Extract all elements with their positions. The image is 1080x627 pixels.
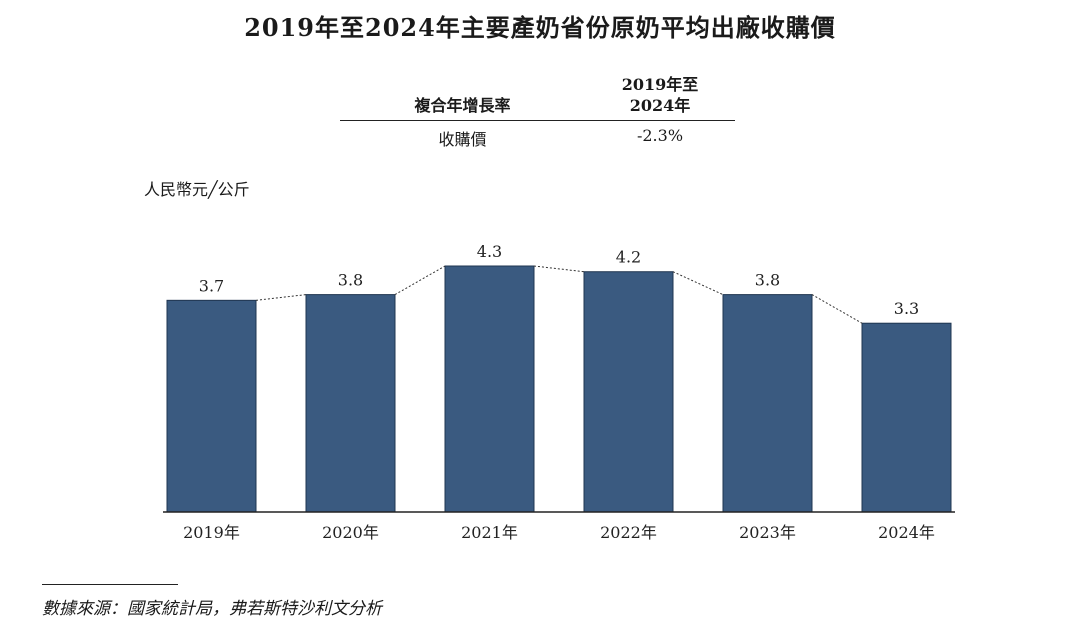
cagr-header-label: 複合年增長率 <box>414 96 511 115</box>
connector-line <box>533 265 585 273</box>
chart-title: 2019年至2024年主要產奶省份原奶平均出廠收購價 <box>244 13 836 42</box>
cagr-row-value: -2.3% <box>636 126 684 145</box>
cagr-row-label: 收購價 <box>438 130 487 149</box>
data-label: 4.3 <box>477 242 502 261</box>
connector-line <box>394 265 446 296</box>
data-label: 3.8 <box>338 271 363 290</box>
data-label: 3.7 <box>199 276 224 295</box>
connector-line <box>672 271 724 296</box>
data-label: 3.3 <box>894 299 919 318</box>
bar <box>583 271 674 513</box>
bar <box>444 265 535 513</box>
bar <box>166 299 257 513</box>
x-tick-label: 2021年 <box>461 523 518 542</box>
x-tick-label: 2019年 <box>183 523 240 542</box>
bar <box>722 294 813 513</box>
x-tick-label: 2024年 <box>878 523 935 542</box>
connector-line <box>255 294 307 301</box>
y-axis-unit-label: 人民幣元╱公斤 <box>144 180 250 199</box>
source-divider <box>42 584 178 585</box>
bar <box>305 294 396 513</box>
connector-line <box>811 294 863 324</box>
cagr-table: 複合年增長率 2019年至 2024年 收購價 -2.3% <box>340 68 735 153</box>
cagr-table-row: 收購價 -2.3% <box>340 121 735 153</box>
cagr-period: 2019年至 2024年 <box>585 74 735 116</box>
bar <box>861 322 952 513</box>
x-tick-label: 2023年 <box>739 523 796 542</box>
source-note: 數據來源：國家統計局，弗若斯特沙利文分析 <box>42 599 382 619</box>
cagr-period-line1: 2019年至 <box>621 75 699 94</box>
cagr-table-header: 複合年增長率 2019年至 2024年 <box>340 68 735 121</box>
data-label: 4.2 <box>616 248 641 267</box>
data-label: 3.8 <box>755 271 780 290</box>
x-tick-label: 2020年 <box>322 523 379 542</box>
x-tick-label: 2022年 <box>600 523 657 542</box>
cagr-period-line2: 2024年 <box>629 96 691 115</box>
